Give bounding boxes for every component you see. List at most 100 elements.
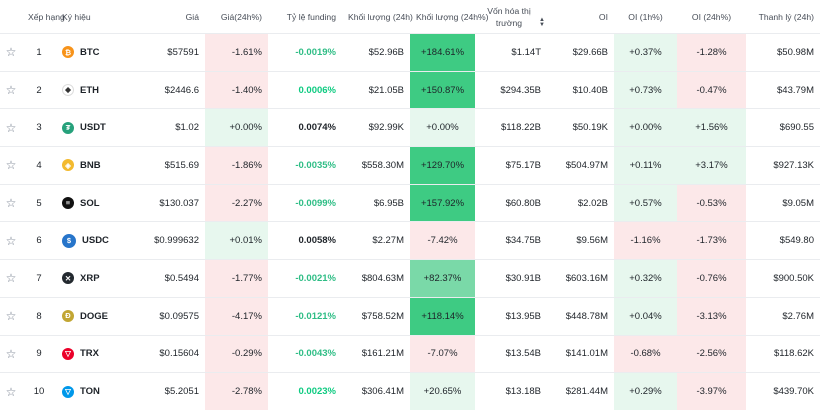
oi-24h-cell: -1.73% [677,221,746,260]
oi-cell: $281.44M [547,372,614,410]
solana-icon: ≡ [62,197,74,210]
rank-cell: 6 [22,221,56,260]
header-market-cap[interactable]: Vốn hóa thị trường ▲ ▼ [475,0,547,34]
header-volume[interactable]: Khối lượng (24h) [348,11,413,22]
header-price[interactable]: Giá [185,11,199,22]
header-rank[interactable]: Xếp hạng [28,11,65,22]
oi-1h-cell: +0.29% [614,372,677,410]
bitcoin-icon: ₿ [62,46,74,59]
symbol-label: DOGE [80,310,108,322]
volume-cell: $306.41M [342,372,410,410]
ethereum-icon: ◆ [62,84,74,97]
symbol-cell[interactable]: ▽ TON [56,372,136,410]
favorite-star-icon[interactable]: ☆ [0,108,22,147]
header-liquidation[interactable]: Thanh lý (24h) [758,11,814,22]
header-funding[interactable]: Tỷ lệ funding [286,11,336,22]
market-cap-cell: $1.14T [475,33,547,72]
symbol-cell[interactable]: Ð DOGE [56,296,136,335]
oi-1h-cell: +0.04% [614,296,677,335]
price-cell: $0.5494 [136,259,205,298]
xrp-icon: ✕ [62,272,74,285]
volume-change-cell: -7.07% [410,334,475,373]
volume-cell: $6.95B [342,183,410,222]
oi-cell: $2.02B [547,183,614,222]
symbol-cell[interactable]: ◆ ETH [56,70,136,109]
header-volume-change[interactable]: Khối lượng (24h%) [416,11,489,22]
favorite-star-icon[interactable]: ☆ [0,70,22,109]
table-row[interactable]: ☆ 3 ₮ USDT $1.02 +0.00% 0.0074% $92.99K +0.00% $1… [0,108,820,147]
favorite-star-icon[interactable]: ☆ [0,334,22,373]
oi-cell: $10.40B [547,70,614,109]
header-price-change[interactable]: Giá(24h%) [220,11,262,22]
favorite-star-icon[interactable]: ☆ [0,372,22,410]
market-cap-cell: $60.80B [475,183,547,222]
oi-24h-cell: +1.56% [677,108,746,147]
table-row[interactable]: ☆ 4 ◈ BNB $515.69 -1.86% -0.0035% $558.30M +129.… [0,146,820,185]
header-symbol[interactable]: Ký hiệu [62,11,91,22]
oi-1h-cell: +0.37% [614,33,677,72]
sort-icon[interactable]: ▲ ▼ [539,17,545,29]
liquidation-cell: $9.05M [746,183,820,222]
oi-24h-cell: +3.17% [677,146,746,185]
price-change-cell: -1.61% [205,33,268,72]
favorite-star-icon[interactable]: ☆ [0,183,22,222]
table-row[interactable]: ☆ 9 ▽ TRX $0.15604 -0.29% -0.0043% $161.21M -7.0… [0,334,820,373]
oi-24h-cell: -3.13% [677,296,746,335]
price-cell: $0.09575 [136,296,205,335]
favorite-star-icon[interactable]: ☆ [0,146,22,185]
symbol-cell[interactable]: ✕ XRP [56,259,136,298]
oi-24h-cell: -3.97% [677,372,746,410]
tether-icon: ₮ [62,121,74,134]
symbol-cell[interactable]: ≡ SOL [56,183,136,222]
table-row[interactable]: ☆ 1 ₿ BTC $57591 -1.61% -0.0019% $52.96B +184.61… [0,33,820,72]
funding-cell: -0.0043% [268,334,342,373]
header-oi-24h[interactable]: OI (24h%) [691,11,732,22]
table-row[interactable]: ☆ 6 $ USDC $0.999632 +0.01% 0.0058% $2.27M -7.42… [0,221,820,260]
tron-icon: ▽ [62,347,74,360]
header-market-cap-label: Vốn hóa thị trường [487,5,531,28]
price-change-cell: -1.40% [205,70,268,109]
market-cap-cell: $294.35B [475,70,547,109]
volume-cell: $161.21M [342,334,410,373]
price-cell: $0.15604 [136,334,205,373]
favorite-star-icon[interactable]: ☆ [0,259,22,298]
funding-cell: -0.0099% [268,183,342,222]
price-change-cell: -1.77% [205,259,268,298]
header-oi[interactable]: OI [598,11,608,22]
usdc-icon: $ [62,233,76,248]
favorite-star-icon[interactable]: ☆ [0,33,22,72]
header-oi-1h[interactable]: OI (1h%) [628,11,663,22]
table-row[interactable]: ☆ 10 ▽ TON $5.2051 -2.78% 0.0023% $306.41M +20.6… [0,372,820,410]
table-row[interactable]: ☆ 8 Ð DOGE $0.09575 -4.17% -0.0121% $758.52M +11… [0,296,820,335]
table-row[interactable]: ☆ 5 ≡ SOL $130.037 -2.27% -0.0099% $6.95B +157.9… [0,183,820,222]
oi-1h-cell: +0.73% [614,70,677,109]
favorite-star-icon[interactable]: ☆ [0,296,22,335]
table-row[interactable]: ☆ 7 ✕ XRP $0.5494 -1.77% -0.0021% $804.63M +82.3… [0,259,820,298]
watchlist-header [0,0,22,34]
favorite-star-icon[interactable]: ☆ [0,221,22,260]
symbol-cell[interactable]: $ USDC [56,221,136,260]
table-row[interactable]: ☆ 2 ◆ ETH $2446.6 -1.40% 0.0006% $21.05B +150.87… [0,70,820,109]
price-cell: $2446.6 [136,70,205,109]
symbol-cell[interactable]: ₿ BTC [56,33,136,72]
symbol-cell[interactable]: ◈ BNB [56,146,136,185]
rank-cell: 5 [22,183,56,222]
symbol-cell[interactable]: ₮ USDT [56,108,136,147]
liquidation-cell: $118.62K [746,334,820,373]
price-cell: $130.037 [136,183,205,222]
oi-cell: $448.78M [547,296,614,335]
symbol-label: BTC [80,46,100,58]
rank-cell: 8 [22,296,56,335]
rank-cell: 10 [22,372,56,410]
funding-cell: 0.0006% [268,70,342,109]
symbol-cell[interactable]: ▽ TRX [56,334,136,373]
rank-cell: 4 [22,146,56,185]
liquidation-cell: $43.79M [746,70,820,109]
volume-cell: $21.05B [342,70,410,109]
liquidation-cell: $50.98M [746,33,820,72]
price-change-cell: +0.00% [205,108,268,147]
toncoin-icon: ▽ [62,385,74,398]
oi-cell: $603.16M [547,259,614,298]
price-change-cell: -0.29% [205,334,268,373]
oi-1h-cell: +0.11% [614,146,677,185]
